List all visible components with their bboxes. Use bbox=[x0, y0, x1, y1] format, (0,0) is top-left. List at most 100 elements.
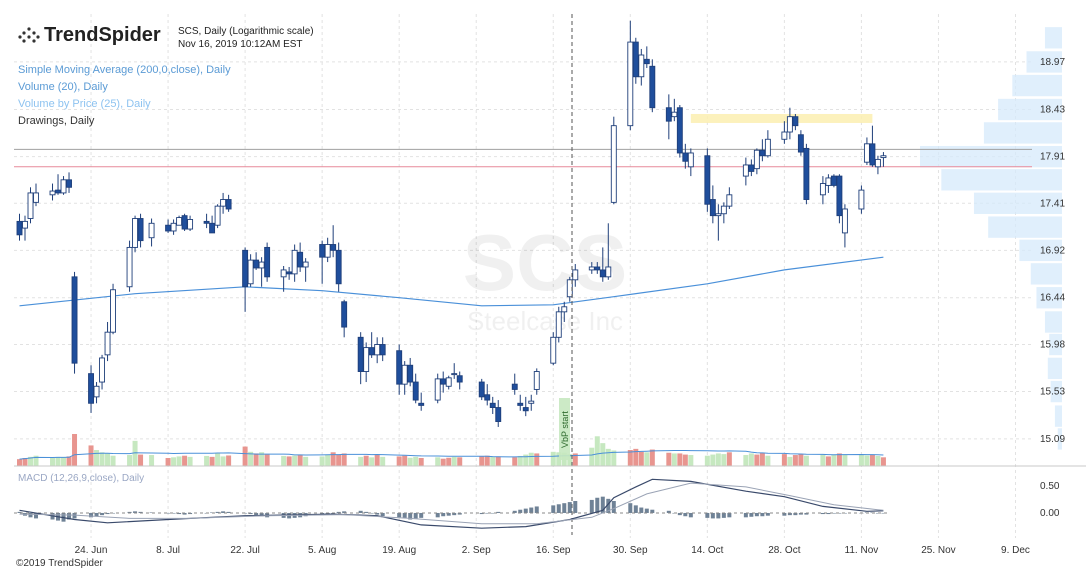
candle-body[interactable] bbox=[363, 347, 370, 372]
candle-body[interactable] bbox=[550, 336, 557, 364]
candle-body[interactable] bbox=[709, 199, 716, 217]
candle-body[interactable] bbox=[610, 125, 617, 203]
candlesticks[interactable] bbox=[16, 20, 887, 427]
candle-body[interactable] bbox=[489, 402, 496, 409]
candle-body[interactable] bbox=[401, 364, 408, 385]
candle-body[interactable] bbox=[561, 306, 568, 313]
candle-body[interactable] bbox=[841, 208, 848, 234]
resistance-zone[interactable] bbox=[690, 113, 873, 123]
candle-body[interactable] bbox=[605, 266, 612, 278]
candle-body[interactable] bbox=[819, 183, 826, 196]
candle-body[interactable] bbox=[786, 116, 793, 133]
candle-body[interactable] bbox=[49, 190, 56, 196]
candle-body[interactable] bbox=[214, 205, 221, 226]
candle-body[interactable] bbox=[368, 347, 375, 356]
candle-body[interactable] bbox=[836, 175, 843, 217]
candle-body[interactable] bbox=[258, 261, 265, 269]
candle-body[interactable] bbox=[869, 143, 876, 166]
candle-body[interactable] bbox=[319, 244, 326, 258]
candle-body[interactable] bbox=[181, 215, 188, 230]
candle-body[interactable] bbox=[297, 251, 304, 268]
candle-body[interactable] bbox=[170, 222, 177, 232]
candle-body[interactable] bbox=[225, 199, 232, 210]
candle-body[interactable] bbox=[665, 107, 672, 122]
candle-body[interactable] bbox=[434, 378, 441, 401]
candle-body[interactable] bbox=[412, 381, 419, 401]
candle-body[interactable] bbox=[726, 194, 733, 207]
candle-body[interactable] bbox=[253, 259, 260, 269]
candle-body[interactable] bbox=[440, 378, 447, 385]
candle-body[interactable] bbox=[874, 158, 881, 168]
candle-body[interactable] bbox=[533, 371, 540, 390]
candle-body[interactable] bbox=[792, 116, 799, 127]
candle-body[interactable] bbox=[704, 155, 711, 205]
candle-body[interactable] bbox=[451, 373, 458, 376]
candle-body[interactable] bbox=[187, 219, 194, 230]
candle-body[interactable] bbox=[66, 179, 72, 188]
candle-body[interactable] bbox=[374, 344, 381, 356]
candle-body[interactable] bbox=[176, 217, 183, 226]
candle-body[interactable] bbox=[456, 375, 463, 383]
candle-body[interactable] bbox=[418, 402, 425, 406]
candle-body[interactable] bbox=[264, 246, 271, 278]
candle-body[interactable] bbox=[638, 54, 645, 78]
indicator-vbp-label[interactable]: Volume by Price (25), Daily bbox=[18, 98, 151, 110]
candle-body[interactable] bbox=[687, 152, 694, 168]
indicator-volume-label[interactable]: Volume (20), Daily bbox=[18, 81, 108, 93]
candle-body[interactable] bbox=[242, 249, 249, 288]
candle-body[interactable] bbox=[880, 155, 887, 159]
candle-body[interactable] bbox=[379, 344, 386, 356]
candle-body[interactable] bbox=[511, 383, 518, 390]
candle-body[interactable] bbox=[572, 269, 579, 281]
candle-body[interactable] bbox=[445, 377, 452, 387]
candle-body[interactable] bbox=[132, 218, 139, 248]
candle-body[interactable] bbox=[781, 131, 788, 140]
candle-body[interactable] bbox=[55, 189, 61, 194]
candle-body[interactable] bbox=[753, 149, 760, 170]
macd-indicator-label[interactable]: MACD (12,26,9,close), Daily bbox=[18, 473, 144, 484]
candle-body[interactable] bbox=[759, 149, 766, 157]
candle-body[interactable] bbox=[643, 58, 650, 65]
candle-body[interactable] bbox=[137, 218, 144, 242]
candle-body[interactable] bbox=[104, 331, 111, 356]
candle-body[interactable] bbox=[203, 220, 210, 224]
candle-body[interactable] bbox=[247, 259, 254, 285]
candle-body[interactable] bbox=[407, 364, 414, 383]
candle-body[interactable] bbox=[858, 189, 865, 210]
candle-body[interactable] bbox=[110, 289, 116, 333]
candle-body[interactable] bbox=[517, 402, 524, 406]
candle-body[interactable] bbox=[522, 407, 529, 412]
indicator-sma-label[interactable]: Simple Moving Average (200,0,close), Dai… bbox=[18, 64, 231, 76]
candle-body[interactable] bbox=[302, 261, 309, 268]
candle-body[interactable] bbox=[748, 164, 755, 172]
candle-body[interactable] bbox=[676, 107, 683, 154]
candle-body[interactable] bbox=[335, 249, 342, 285]
candle-body[interactable] bbox=[16, 220, 23, 236]
candle-body[interactable] bbox=[528, 400, 535, 404]
price-axis[interactable]: 18.97 18.43 17.91 17.41 16.92 16.44 15.98 15.53… bbox=[1040, 57, 1065, 445]
candle-body[interactable] bbox=[555, 311, 562, 338]
candle-body[interactable] bbox=[830, 175, 837, 186]
candle-body[interactable] bbox=[632, 41, 639, 78]
candle-body[interactable] bbox=[715, 213, 722, 217]
candle-body[interactable] bbox=[803, 147, 810, 200]
candle-body[interactable] bbox=[797, 134, 804, 153]
candle-body[interactable] bbox=[682, 152, 689, 162]
candle-body[interactable] bbox=[291, 249, 298, 275]
candle-body[interactable] bbox=[764, 138, 771, 157]
candle-body[interactable] bbox=[33, 192, 39, 203]
candle-body[interactable] bbox=[627, 41, 634, 127]
candle-body[interactable] bbox=[649, 65, 656, 109]
candle-body[interactable] bbox=[220, 199, 227, 207]
candle-body[interactable] bbox=[209, 222, 216, 234]
candle-body[interactable] bbox=[495, 407, 502, 422]
time-axis[interactable]: 24. Jun 8. Jul 22. Jul 5. Aug 19. Aug 2. Sep 1… bbox=[75, 545, 1030, 556]
candle-body[interactable] bbox=[93, 385, 100, 398]
horizontal-lines[interactable] bbox=[14, 148, 1032, 168]
indicator-drawings-label[interactable]: Drawings, Daily bbox=[18, 115, 95, 127]
candle-body[interactable] bbox=[742, 164, 749, 177]
candle-body[interactable] bbox=[165, 224, 172, 232]
candle-body[interactable] bbox=[671, 111, 678, 118]
candle-body[interactable] bbox=[720, 205, 727, 215]
